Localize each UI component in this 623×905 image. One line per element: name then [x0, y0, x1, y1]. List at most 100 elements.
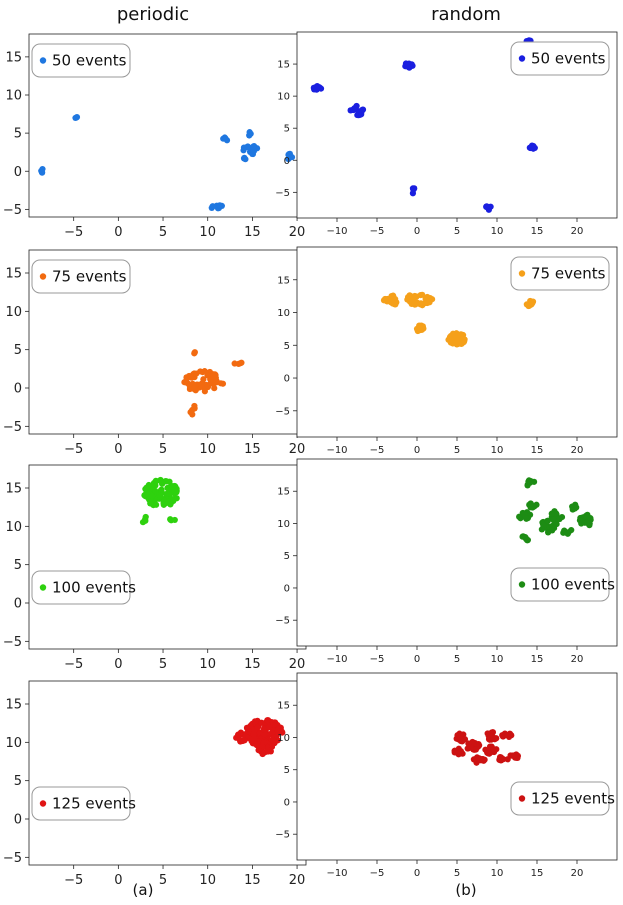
legend-box [510, 781, 610, 816]
data-point [544, 529, 552, 536]
x-tick-label: 10 [491, 654, 504, 665]
x-tick-label: 20 [289, 225, 306, 240]
legend-box [510, 41, 610, 76]
data-point [490, 746, 497, 753]
legend-label: 50 events [531, 50, 606, 68]
panel-b2: −10 −5 0 5 10 15 20 −5 0 5 10 15 75 events [275, 246, 618, 456]
data-point [217, 380, 224, 387]
legend-marker [518, 55, 526, 62]
x-tick-label: 5 [159, 873, 167, 888]
data-point [449, 340, 456, 347]
data-point [556, 515, 563, 523]
data-point [410, 185, 417, 192]
panel-a3: −5 0 5 10 15 20 −5 0 5 10 15 100 events [3, 464, 307, 672]
scatter-points [38, 114, 296, 212]
x-tick-label: 5 [454, 868, 460, 879]
y-tick-label: −5 [275, 616, 290, 627]
legend: 50 events [31, 43, 131, 78]
legend-marker [518, 581, 526, 588]
data-point [548, 510, 555, 517]
data-point [266, 724, 273, 731]
x-tick-label: 0 [114, 442, 122, 457]
data-point [260, 726, 267, 733]
legend-label: 125 events [531, 790, 615, 808]
x-tick-label: −5 [64, 442, 83, 457]
x-tick-label: −5 [64, 873, 83, 888]
y-tick-label: 5 [284, 765, 290, 776]
column-title-periodic: periodic [117, 4, 189, 25]
data-point [250, 143, 257, 150]
scatter-points [233, 717, 286, 758]
panel-a1: −5 0 5 10 15 20 −5 0 5 10 15 50 events [3, 33, 307, 240]
x-tick-label: 20 [571, 226, 584, 237]
x-tick-label: 10 [199, 873, 216, 888]
data-point [167, 500, 174, 507]
x-tick-label: −5 [370, 868, 385, 879]
y-tick-label: 0 [14, 382, 22, 397]
y-tick-label: 15 [277, 275, 290, 286]
data-point [409, 62, 416, 69]
x-tick-label: −10 [326, 868, 347, 879]
x-tick-label: 15 [244, 873, 261, 888]
data-point [191, 385, 198, 392]
x-tick-label: −5 [370, 226, 385, 237]
y-tick-label: 0 [284, 374, 290, 385]
data-point [254, 724, 261, 731]
data-point [445, 336, 452, 343]
data-point [273, 732, 280, 739]
scatter-points [451, 729, 521, 766]
y-tick-label: 10 [277, 519, 290, 530]
data-point [222, 135, 229, 142]
x-tick-label: 0 [414, 445, 420, 456]
y-tick-label: 15 [5, 698, 22, 713]
data-point [210, 380, 217, 388]
y-tick-label: 0 [284, 583, 290, 594]
x-tick-label: 5 [159, 657, 167, 672]
y-tick-label: −5 [275, 188, 290, 199]
data-point [237, 737, 244, 744]
data-point [167, 516, 174, 523]
column-title-random: random [431, 4, 501, 25]
data-point [417, 323, 425, 330]
data-point [314, 82, 321, 90]
data-point [254, 741, 262, 748]
y-tick-label: 10 [5, 305, 22, 320]
data-point [268, 729, 276, 736]
scatter-points [310, 37, 538, 213]
data-point [472, 746, 479, 753]
data-point [508, 732, 515, 739]
x-tick-label: 0 [114, 657, 122, 672]
legend-marker [39, 57, 47, 64]
legend-box [31, 570, 131, 605]
panel-b4: −10 −5 0 5 10 15 20 −5 0 5 10 15 125 events [275, 672, 618, 879]
data-point [183, 377, 190, 384]
scatter-points [516, 477, 594, 544]
data-point [246, 129, 253, 136]
legend-box [510, 256, 610, 291]
data-point [582, 512, 589, 520]
data-point [163, 478, 170, 485]
data-point [250, 731, 257, 738]
panel-b3: −10 −5 0 5 10 15 20 −5 0 5 10 15 100 events [275, 458, 618, 665]
data-point [351, 105, 358, 112]
x-tick-label: 10 [199, 442, 216, 457]
y-tick-label: 15 [277, 60, 290, 71]
data-point [530, 145, 537, 152]
x-tick-label: −5 [64, 225, 83, 240]
data-point [424, 293, 431, 301]
legend: 75 events [510, 256, 610, 291]
data-point [454, 337, 461, 344]
x-tick-label: −5 [64, 657, 83, 672]
data-point [508, 752, 515, 759]
axes-frame [28, 680, 307, 866]
data-point [197, 368, 204, 375]
axes-frame [296, 458, 618, 647]
legend: 125 events [31, 786, 136, 821]
data-point [523, 515, 530, 522]
legend-marker [39, 800, 47, 807]
data-point [454, 748, 461, 755]
data-point [244, 725, 251, 732]
legend: 75 events [31, 259, 131, 294]
legend-label: 75 events [52, 268, 127, 286]
x-tick-label: −10 [326, 445, 347, 456]
